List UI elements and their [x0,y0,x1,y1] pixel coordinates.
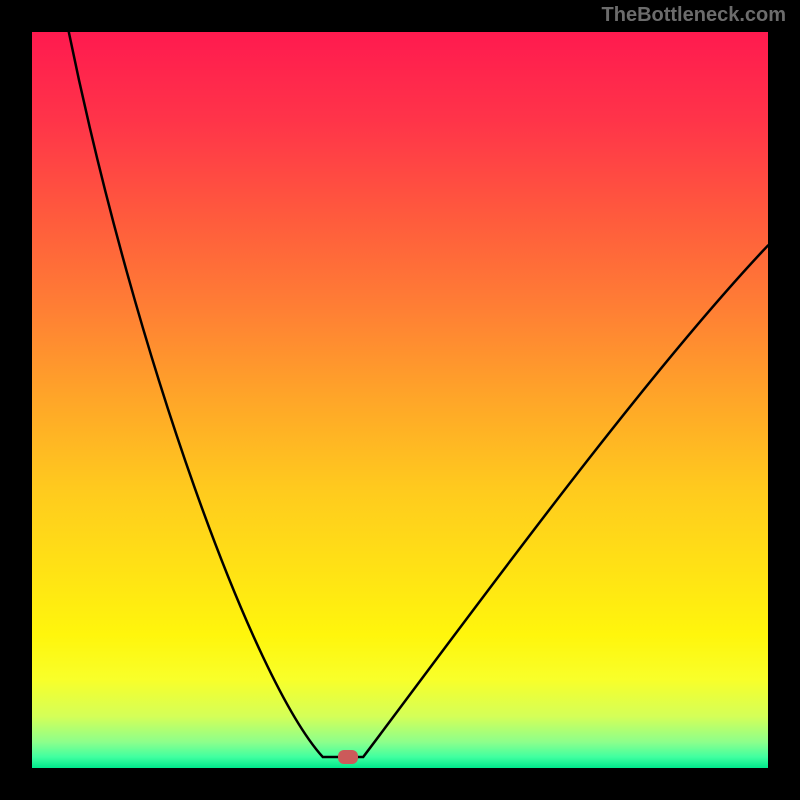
plot-area [32,32,768,768]
bottleneck-curve [32,32,768,768]
watermark-text: TheBottleneck.com [602,4,786,27]
minimum-marker [338,750,358,764]
chart-frame: TheBottleneck.com [0,0,800,800]
